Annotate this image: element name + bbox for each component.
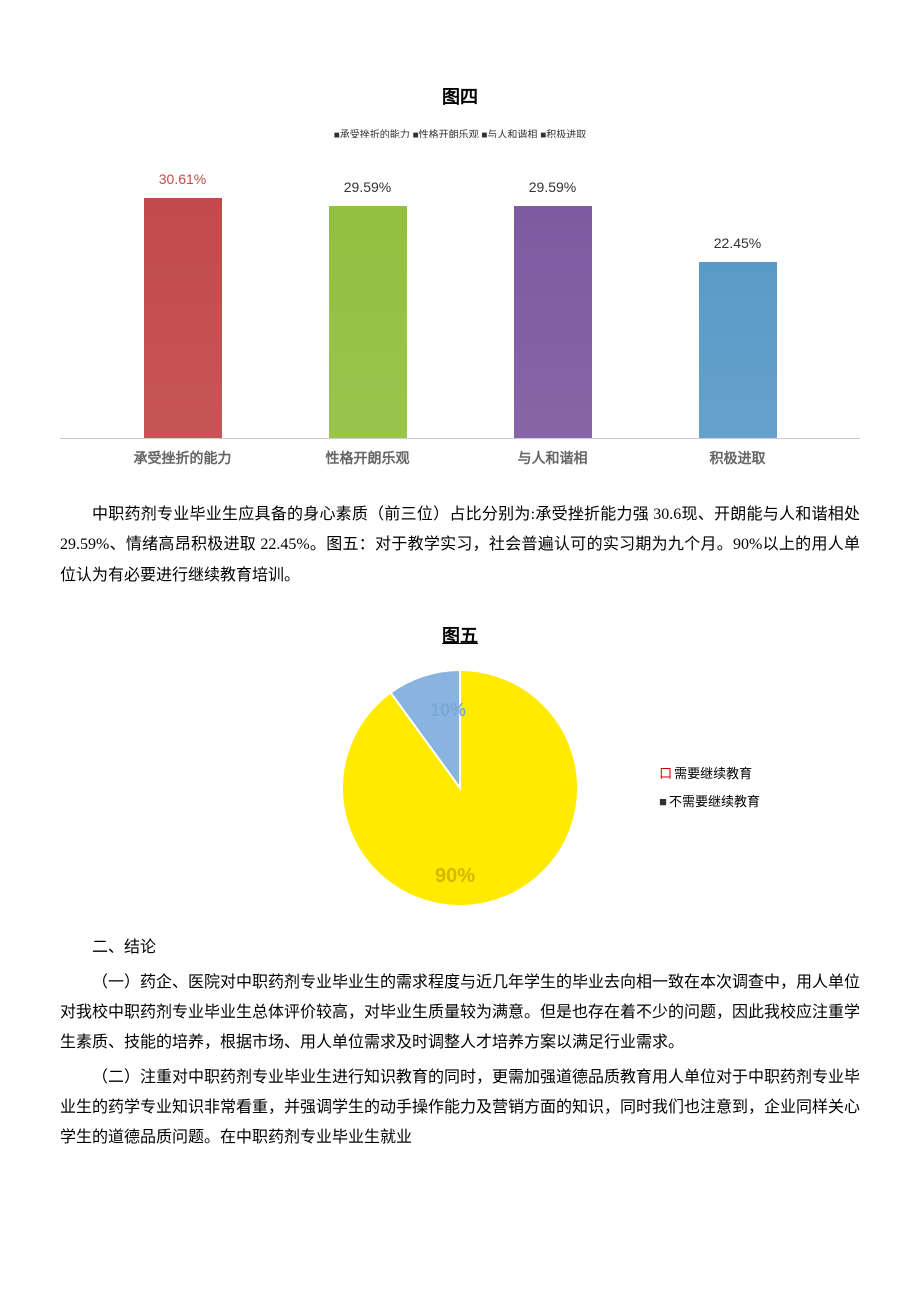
bar-value-label: 29.59%: [529, 174, 576, 201]
pie-legend-item: ■不需要继续教育: [659, 790, 760, 815]
bar-category-label: 积极进取: [645, 445, 830, 472]
bar-group: 29.59%: [275, 174, 460, 439]
bar: [144, 198, 222, 438]
paragraph-b: （二）注重对中职药剂专业毕业生进行知识教育的同时，更需加强道德品质教育用人单位对…: [60, 1063, 860, 1154]
section2-heading: 二、结论: [60, 933, 860, 963]
chart4-bar-labels: 承受挫折的能力性格开朗乐观与人和谐相积极进取: [60, 438, 860, 472]
bar-value-label: 22.45%: [714, 230, 761, 257]
bar: [329, 206, 407, 438]
bar-category-label: 性格开朗乐观: [275, 445, 460, 472]
chart4-legend: ■承受挫折的能力 ■性格开朗乐观 ■与人和谐相 ■积极进取: [60, 126, 860, 138]
chart5-slice-label-90: 90%: [435, 857, 475, 895]
chart5-pie-wrap: 10% 90%: [335, 663, 585, 913]
chart5-title: 图五: [60, 619, 860, 653]
bar-value-label: 29.59%: [344, 174, 391, 201]
bar: [514, 206, 592, 438]
bar-value-label: 30.61%: [159, 166, 206, 193]
bar-category-label: 承受挫折的能力: [90, 445, 275, 472]
chart4-title: 图四: [60, 80, 860, 114]
legend-marker-icon: ■: [659, 790, 667, 815]
bar-group: 30.61%: [90, 166, 275, 439]
chart5-pie-container: 10% 90% 口需要继续教育 ■不需要继续教育: [60, 663, 860, 913]
bar: [699, 262, 777, 438]
bar-group: 22.45%: [645, 230, 830, 439]
chart5-slice-label-10: 10%: [430, 693, 466, 727]
paragraph-1: 中职药剂专业毕业生应具备的身心素质（前三位）占比分别为:承受挫折能力强 30.6…: [60, 500, 860, 591]
legend-marker-icon: 口: [659, 762, 672, 787]
bar-category-label: 与人和谐相: [460, 445, 645, 472]
chart5-legend: 口需要继续教育 ■不需要继续教育: [659, 759, 760, 817]
bar-group: 29.59%: [460, 174, 645, 439]
pie-legend-item: 口需要继续教育: [659, 762, 760, 787]
legend-label: 需要继续教育: [674, 762, 752, 787]
paragraph-a: （一）药企、医院对中职药剂专业毕业生的需求程度与近几年学生的毕业去向相一致在本次…: [60, 968, 860, 1059]
legend-label: 不需要继续教育: [669, 790, 760, 815]
chart4-bar-chart: 30.61% 29.59% 29.59% 22.45%: [60, 158, 860, 438]
